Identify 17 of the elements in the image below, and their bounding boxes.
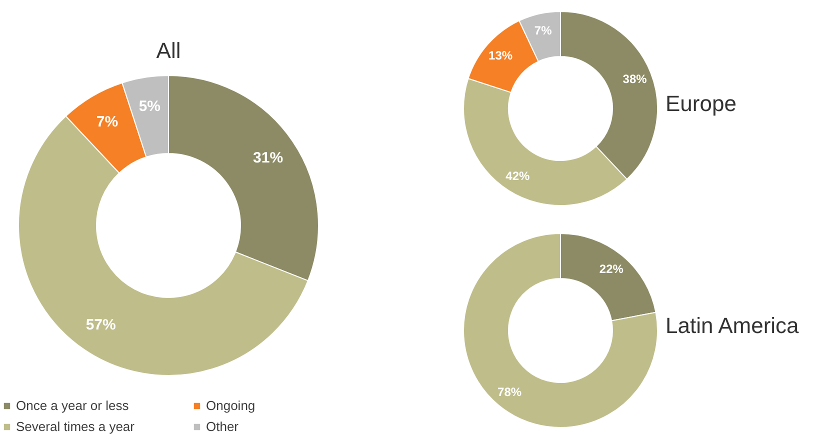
data-label: 31% xyxy=(253,149,284,166)
data-label: 57% xyxy=(86,316,116,334)
data-label: 7% xyxy=(534,24,552,38)
text: Europe xyxy=(666,91,736,116)
legend-label: Several times a year xyxy=(16,419,136,434)
legend-label: Once a year or less xyxy=(16,398,130,413)
data-label: 7% xyxy=(96,113,118,130)
data-label: 78% xyxy=(498,385,522,400)
chart-title: All xyxy=(156,38,181,63)
text: Latin America xyxy=(666,313,800,338)
legend-label: Ongoing xyxy=(206,398,256,413)
data-label: 5% xyxy=(138,98,161,116)
data-label: 22% xyxy=(599,262,624,276)
data-label: 13% xyxy=(488,48,513,63)
legend-label: Other xyxy=(206,419,240,434)
data-label: 38% xyxy=(622,72,648,86)
data-label: 42% xyxy=(506,168,530,183)
